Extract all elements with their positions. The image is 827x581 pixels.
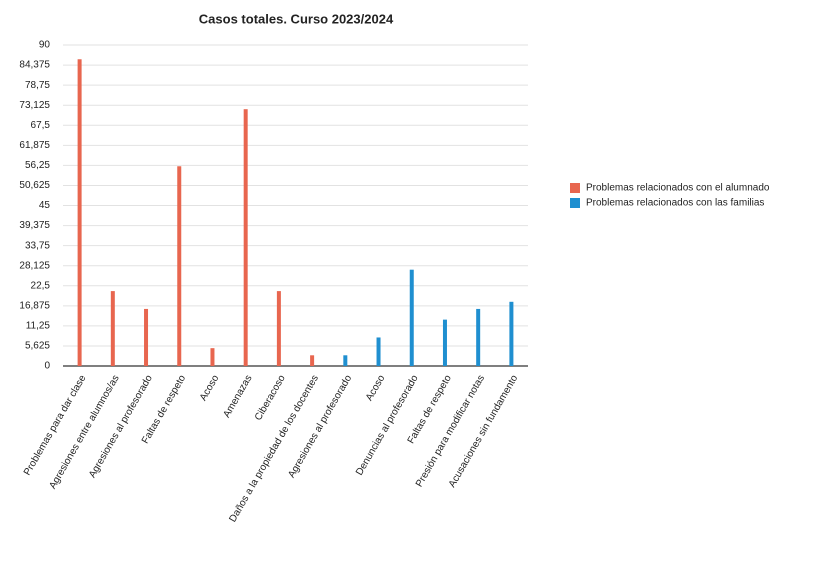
legend-swatch [570,198,580,208]
chart-title: Casos totales. Curso 2023/2024 [199,11,394,26]
bar [409,269,414,366]
x-tick-label: Problemas para dar clase [22,373,89,478]
y-tick-label: 39,375 [19,220,50,231]
bar [110,291,115,366]
x-tick-label: Agresiones al profesorado [286,373,354,480]
y-tick-label: 5,625 [25,341,50,352]
bar [376,337,381,366]
y-tick-label: 84,375 [19,60,50,71]
legend-swatch [570,183,580,193]
y-tick-label: 28,125 [19,260,50,271]
y-tick-label: 45 [39,200,51,211]
bar [509,301,514,366]
y-tick-label: 11,25 [26,321,51,332]
x-tick-label: Acusaciones sin fundamento [447,373,521,490]
x-tick-label: Acoso [198,373,222,403]
y-tick-label: 67,5 [31,120,51,131]
bar [442,319,447,366]
x-tick-label: Ciberacoso [253,373,288,423]
bar [476,308,481,366]
y-tick-label: 56,25 [25,160,50,171]
bar [343,355,348,366]
y-tick-label: 61,875 [19,140,50,151]
y-tick-label: 0 [44,361,50,372]
y-tick-label: 73,125 [19,100,50,111]
bar [276,291,281,366]
x-tick-label: Denuncias al profesorado [354,373,421,478]
y-tick-label: 22,5 [31,280,51,291]
y-tick-label: 90 [39,40,51,51]
legend-label: Problemas relacionados con las familias [586,198,764,209]
x-tick-label: Acoso [364,373,388,403]
bar [210,348,215,366]
bar [77,59,82,367]
x-tick-label: Amenazas [221,373,254,419]
y-tick-label: 50,625 [19,180,50,191]
bar [243,109,248,366]
bar [144,308,149,366]
y-tick-label: 78,75 [25,80,50,91]
legend-label: Problemas relacionados con el alumnado [586,183,770,194]
x-tick-label: Presión para modificar notas [414,373,487,489]
bar [177,166,182,366]
y-tick-label: 33,75 [25,240,50,251]
x-tick-label: Agresiones al profesorado [87,373,155,480]
bar [310,355,315,366]
y-tick-label: 16,875 [19,300,50,311]
